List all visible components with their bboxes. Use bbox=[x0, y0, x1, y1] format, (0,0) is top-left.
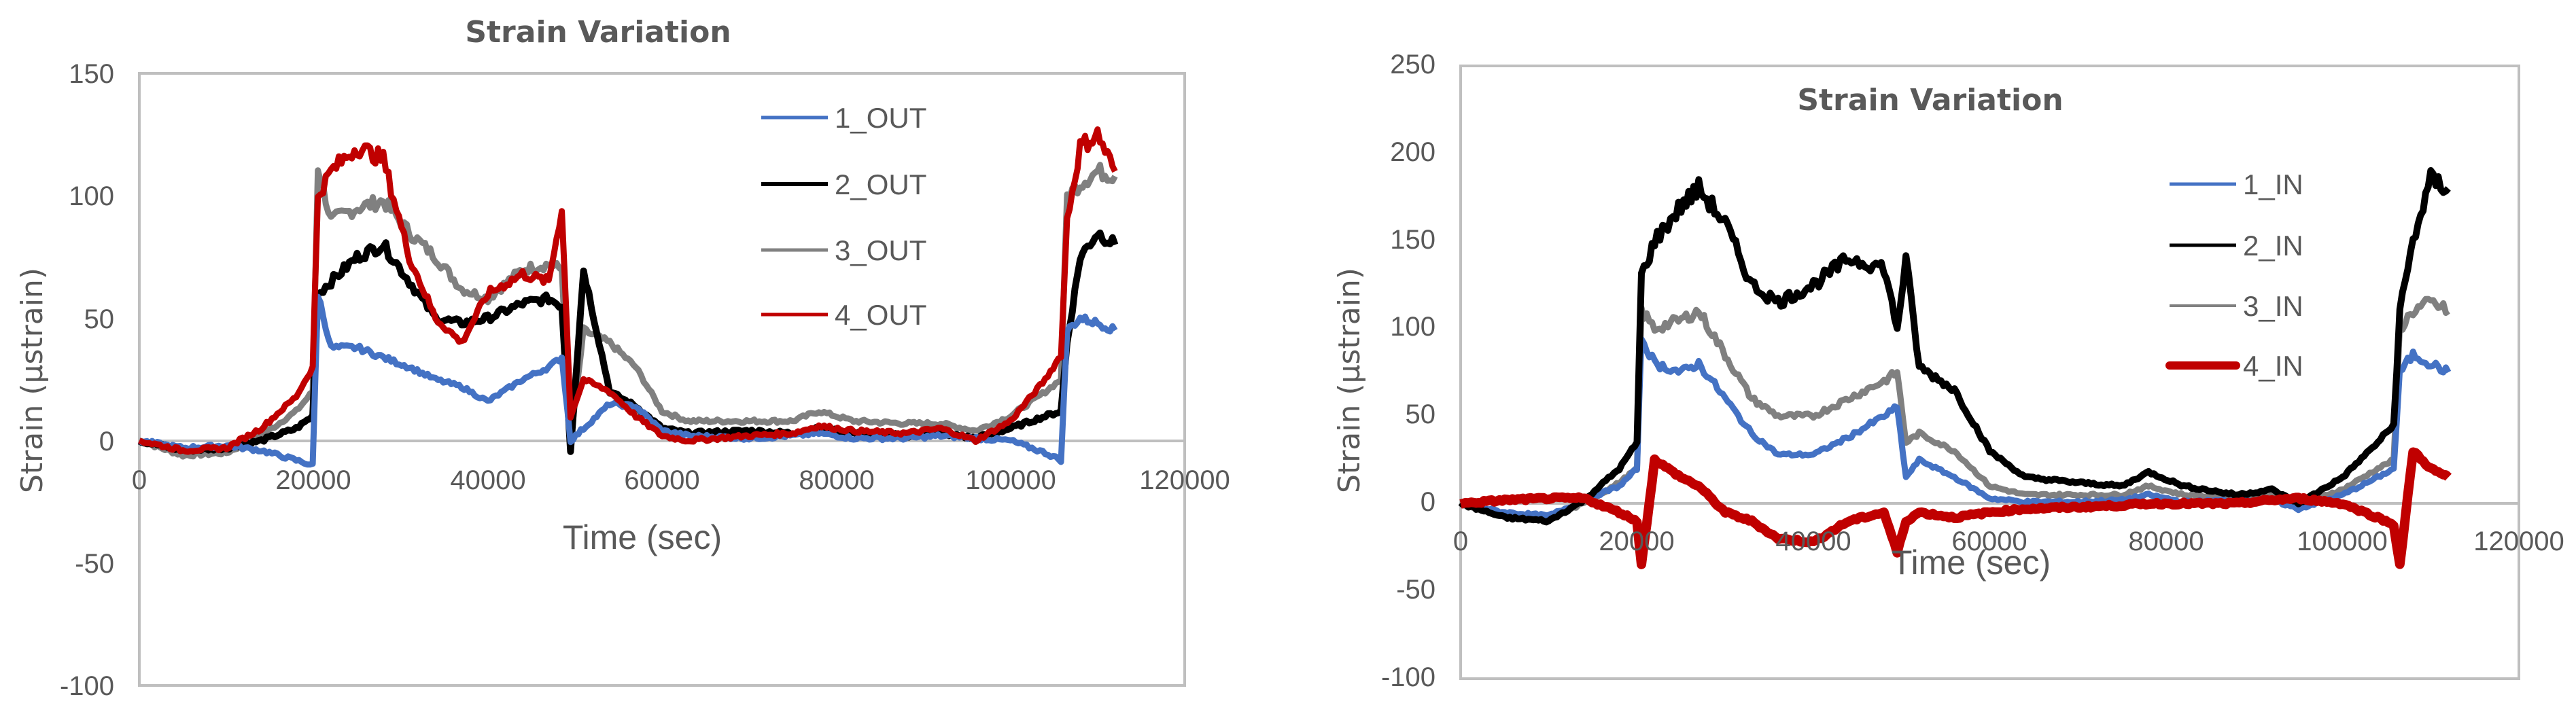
series-line-3-out bbox=[139, 162, 1118, 460]
x-tick-label: 40000 bbox=[450, 465, 525, 495]
y-tick-label: 50 bbox=[1406, 399, 1436, 429]
y-tick-label: 250 bbox=[1390, 50, 1435, 79]
plot-area-right bbox=[1459, 65, 2520, 680]
legend-label: 2_OUT bbox=[835, 168, 926, 200]
chart-right: Strain Variation 250 200 150 100 50 0 -5… bbox=[1332, 50, 2564, 692]
y-axis-title-left: Strain (µstrain) bbox=[15, 268, 50, 493]
x-tick-label: 120000 bbox=[1139, 465, 1230, 495]
x-tick-label: 0 bbox=[132, 465, 147, 495]
legend-left: 1_OUT 2_OUT 3_OUT 4_OUT bbox=[761, 102, 926, 331]
series-group-right bbox=[1458, 167, 2452, 569]
legend-label: 3_OUT bbox=[835, 234, 926, 266]
plot-area-left bbox=[138, 72, 1186, 687]
y-tick-label: 50 bbox=[84, 304, 115, 334]
chart-title-right: Strain Variation bbox=[1797, 83, 2063, 118]
y-tick-label: 150 bbox=[1390, 225, 1435, 255]
legend-label: 1_IN bbox=[2243, 168, 2303, 200]
x-tick-label: 0 bbox=[1453, 526, 1468, 556]
y-tick-label: -50 bbox=[75, 549, 114, 579]
y-tick-label: -100 bbox=[1381, 662, 1435, 692]
x-axis-title-left: Time (sec) bbox=[563, 518, 722, 556]
y-tick-label: 100 bbox=[1390, 312, 1435, 342]
series-line-1-in bbox=[1459, 336, 2452, 520]
x-tick-label: 100000 bbox=[965, 465, 1056, 495]
y-tick-label: -50 bbox=[1396, 575, 1435, 605]
legend-label: 1_OUT bbox=[835, 102, 926, 134]
legend-label: 3_IN bbox=[2243, 290, 2303, 322]
series-line-4-out bbox=[138, 126, 1118, 455]
x-tick-label: 40000 bbox=[1775, 526, 1851, 556]
x-tick-label: 80000 bbox=[2128, 526, 2204, 556]
series-line-4-in bbox=[1458, 447, 2452, 569]
x-tick-label: 80000 bbox=[799, 465, 874, 495]
y-tick-label: 0 bbox=[99, 427, 114, 457]
x-tick-label: 60000 bbox=[1951, 526, 2027, 556]
x-tick-label: 20000 bbox=[275, 465, 351, 495]
chart-title-left: Strain Variation bbox=[465, 15, 731, 50]
y-axis-title-right: Strain (µstrain) bbox=[1332, 268, 1367, 493]
legend-label: 4_OUT bbox=[835, 299, 926, 331]
x-tick-label: 120000 bbox=[2473, 526, 2564, 556]
y-tick-label: 150 bbox=[69, 59, 114, 89]
y-tick-label: 200 bbox=[1390, 137, 1435, 167]
series-group-left bbox=[137, 126, 1119, 468]
legend-label: 4_IN bbox=[2243, 350, 2303, 382]
x-axis-title-right: Time (sec) bbox=[1892, 543, 2051, 582]
y-tick-label: -100 bbox=[60, 671, 114, 701]
legend-label: 2_IN bbox=[2243, 230, 2303, 262]
x-tick-label: 20000 bbox=[1599, 526, 1674, 556]
legend-right: 1_IN 2_IN 3_IN 4_IN bbox=[2165, 168, 2303, 382]
x-tick-label: 60000 bbox=[624, 465, 699, 495]
y-tick-label: 100 bbox=[69, 181, 114, 211]
x-tick-label: 100000 bbox=[2297, 526, 2387, 556]
y-tick-label: 0 bbox=[1421, 487, 1435, 517]
chart-left: Strain Variation 150 100 50 0 -50 -100 0… bbox=[15, 15, 1230, 701]
